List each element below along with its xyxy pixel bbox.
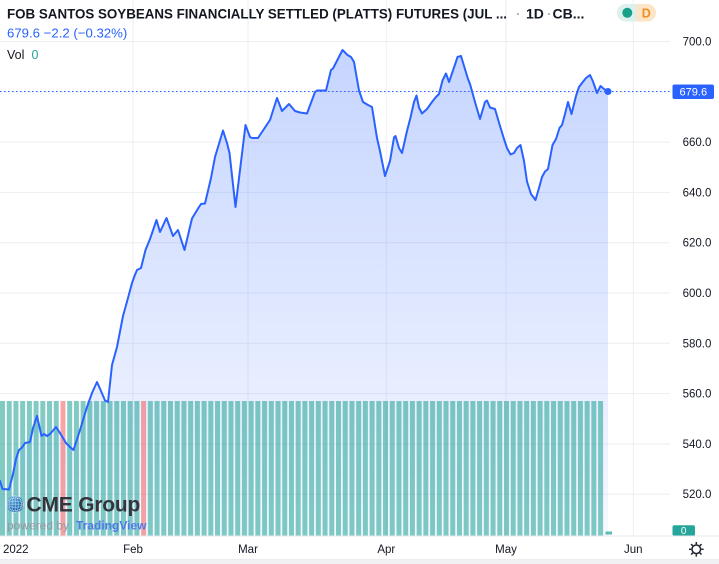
svg-text:powered by: powered by [7,519,69,533]
svg-text:600.0: 600.0 [683,288,712,300]
svg-text:CME Group: CME Group [27,494,141,517]
svg-text:0: 0 [32,48,39,62]
svg-text:679.6: 679.6 [680,87,708,99]
svg-text:Mar: Mar [238,544,258,556]
svg-text:620.0: 620.0 [683,238,712,250]
svg-text:1D: 1D [526,6,544,22]
svg-text:679.6 −2.2 (−0.32%): 679.6 −2.2 (−0.32%) [7,26,127,41]
svg-text:D: D [642,6,651,20]
svg-text:TradingView: TradingView [76,519,147,533]
svg-text:580.0: 580.0 [683,338,712,350]
svg-text:Vol: Vol [7,48,24,62]
svg-text:0: 0 [681,526,687,537]
svg-text:FOB SANTOS SOYBEANS FINANCIALL: FOB SANTOS SOYBEANS FINANCIALLY SETTLED … [7,6,507,22]
svg-text:Jun: Jun [624,544,643,556]
svg-text:2022: 2022 [3,544,29,556]
svg-text:CB...: CB... [553,6,585,22]
svg-text:700.0: 700.0 [683,37,712,49]
svg-text:·: · [547,6,552,22]
svg-text:Feb: Feb [123,544,143,556]
svg-text:640.0: 640.0 [683,187,712,199]
svg-text:Apr: Apr [377,544,395,556]
svg-text:520.0: 520.0 [683,489,712,501]
svg-text:560.0: 560.0 [683,389,712,401]
svg-text:May: May [495,544,517,556]
svg-text:660.0: 660.0 [683,137,712,149]
svg-text:·: · [516,6,521,22]
svg-text:540.0: 540.0 [683,439,712,451]
